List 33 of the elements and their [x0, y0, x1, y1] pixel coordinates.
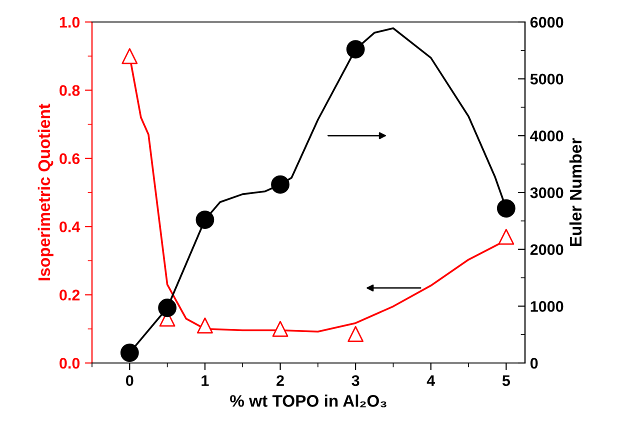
- y2-tick-label: 1000: [530, 301, 564, 312]
- y-axis-title: Isoperimetric Quotient: [38, 104, 54, 280]
- x-axis-title: % wt TOPO in Al₂O₃: [230, 394, 386, 408]
- point: [496, 199, 516, 218]
- x-tick-label: 4: [426, 375, 436, 386]
- x-tick-label: 1: [202, 375, 209, 386]
- x-tick-label: 5: [502, 375, 510, 386]
- y-tick-label: 0.2: [60, 290, 80, 300]
- point: [196, 210, 214, 229]
- point: [196, 318, 213, 334]
- y-tick-label: 0.4: [60, 221, 80, 232]
- y2-tick-label: 3000: [530, 187, 564, 198]
- y-tick-label: 0.6: [60, 153, 80, 164]
- point: [158, 298, 177, 318]
- point: [346, 40, 365, 58]
- y2-tick-label: 2000: [530, 244, 564, 256]
- y-tick-label: 0.8: [60, 85, 80, 96]
- point: [348, 326, 364, 342]
- y2-tick-label: 0: [530, 358, 538, 369]
- point: [122, 48, 138, 64]
- y2-axis-title: Euler Number: [569, 138, 582, 246]
- point: [498, 228, 514, 245]
- point: [272, 320, 288, 337]
- y-tick-label: 1.0: [60, 16, 80, 28]
- x-tick-label: 2: [276, 375, 284, 386]
- point: [271, 175, 290, 194]
- x-tick-label: 0: [126, 375, 134, 386]
- y2-tick-label: 4000: [530, 130, 564, 142]
- point: [120, 344, 139, 362]
- y2-tick-label: 6000: [530, 16, 564, 28]
- y-tick-label: 0.0: [60, 358, 80, 369]
- x-tick-label: 3: [352, 375, 360, 386]
- y2-tick-label: 5000: [530, 74, 564, 85]
